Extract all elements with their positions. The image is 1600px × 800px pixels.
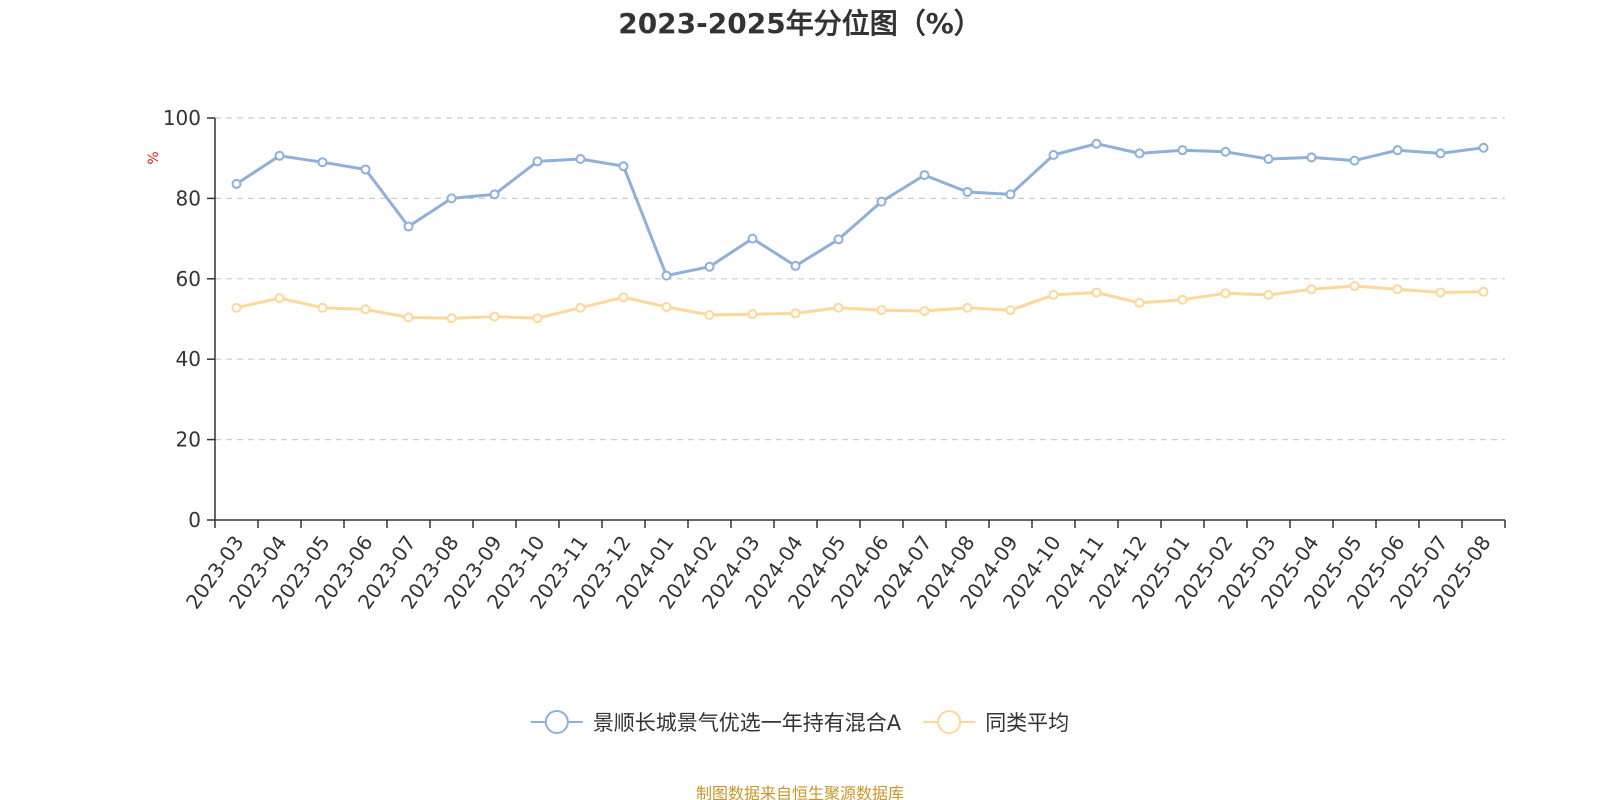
data-point bbox=[704, 309, 715, 320]
data-point bbox=[575, 154, 586, 165]
y-tick-label: 80 bbox=[176, 186, 201, 210]
data-point bbox=[919, 305, 930, 316]
data-point bbox=[274, 293, 285, 304]
data-point bbox=[1005, 189, 1016, 200]
data-point bbox=[360, 164, 371, 175]
data-point bbox=[446, 313, 457, 324]
y-tick-label: 0 bbox=[188, 508, 201, 532]
data-point bbox=[532, 156, 543, 167]
data-point bbox=[1392, 145, 1403, 156]
data-point bbox=[833, 234, 844, 245]
chart-title: 2023-2025年分位图（%） bbox=[618, 7, 982, 40]
legend-item-0[interactable]: 景顺长城景气优选一年持有混合A bbox=[530, 710, 902, 735]
data-point bbox=[618, 161, 629, 172]
data-point bbox=[1263, 154, 1274, 165]
data-point bbox=[274, 150, 285, 161]
data-point bbox=[1478, 286, 1489, 297]
data-point bbox=[1091, 287, 1102, 298]
data-point bbox=[1306, 284, 1317, 295]
data-point bbox=[1478, 142, 1489, 153]
series-0 bbox=[231, 138, 1489, 281]
data-point bbox=[1134, 297, 1145, 308]
data-point bbox=[1392, 284, 1403, 295]
series-line bbox=[236, 284, 1484, 320]
data-point bbox=[876, 305, 887, 316]
data-point bbox=[1435, 287, 1446, 298]
data-point bbox=[1091, 138, 1102, 149]
data-point bbox=[661, 301, 672, 312]
data-point bbox=[1177, 145, 1188, 156]
data-point bbox=[661, 270, 672, 281]
data-point bbox=[1306, 152, 1317, 163]
data-point bbox=[403, 312, 414, 323]
series-1 bbox=[231, 281, 1489, 324]
legend-label: 同类平均 bbox=[985, 711, 1069, 735]
data-point bbox=[1177, 294, 1188, 305]
data-point bbox=[704, 261, 715, 272]
data-point bbox=[1263, 289, 1274, 300]
data-point bbox=[532, 313, 543, 324]
data-point bbox=[1048, 149, 1059, 160]
data-point bbox=[360, 304, 371, 315]
y-axis-label: % bbox=[146, 151, 162, 164]
data-source-note: 制图数据来自恒生聚源数据库 bbox=[695, 784, 904, 800]
data-point bbox=[1220, 146, 1231, 157]
data-point bbox=[747, 309, 758, 320]
legend[interactable]: 景顺长城景气优选一年持有混合A 同类平均 bbox=[530, 710, 1069, 735]
data-point bbox=[1435, 148, 1446, 159]
data-point bbox=[575, 302, 586, 313]
data-point bbox=[876, 196, 887, 207]
data-point bbox=[317, 302, 328, 313]
data-point bbox=[919, 170, 930, 181]
data-point bbox=[1349, 155, 1360, 166]
data-point bbox=[790, 308, 801, 319]
y-tick-label: 40 bbox=[176, 347, 201, 371]
grid-lines bbox=[215, 117, 1505, 441]
data-point bbox=[747, 233, 758, 244]
data-point bbox=[489, 311, 500, 322]
data-point bbox=[1048, 289, 1059, 300]
y-tick-label: 20 bbox=[176, 428, 201, 452]
legend-circle-icon bbox=[937, 710, 962, 734]
y-tick-label: 60 bbox=[176, 267, 201, 291]
data-point bbox=[403, 221, 414, 232]
legend-item-1[interactable]: 同类平均 bbox=[923, 710, 1069, 735]
data-point bbox=[1005, 305, 1016, 316]
data-point bbox=[618, 292, 629, 303]
data-point bbox=[231, 178, 242, 189]
data-point bbox=[790, 260, 801, 271]
series-line bbox=[235, 142, 1484, 278]
data-point bbox=[317, 157, 328, 168]
y-tick-label: 100 bbox=[163, 106, 201, 130]
data-point bbox=[489, 189, 500, 200]
data-point bbox=[962, 186, 973, 197]
series-lines bbox=[231, 138, 1489, 324]
data-point bbox=[833, 302, 844, 313]
legend-circle-icon bbox=[544, 710, 569, 734]
data-point bbox=[231, 302, 242, 313]
data-point bbox=[962, 302, 973, 313]
data-point bbox=[1349, 281, 1360, 292]
data-point bbox=[1220, 288, 1231, 299]
data-point bbox=[1134, 148, 1145, 159]
legend-label: 景顺长城景气优选一年持有混合A bbox=[593, 711, 902, 735]
data-point bbox=[446, 193, 457, 204]
